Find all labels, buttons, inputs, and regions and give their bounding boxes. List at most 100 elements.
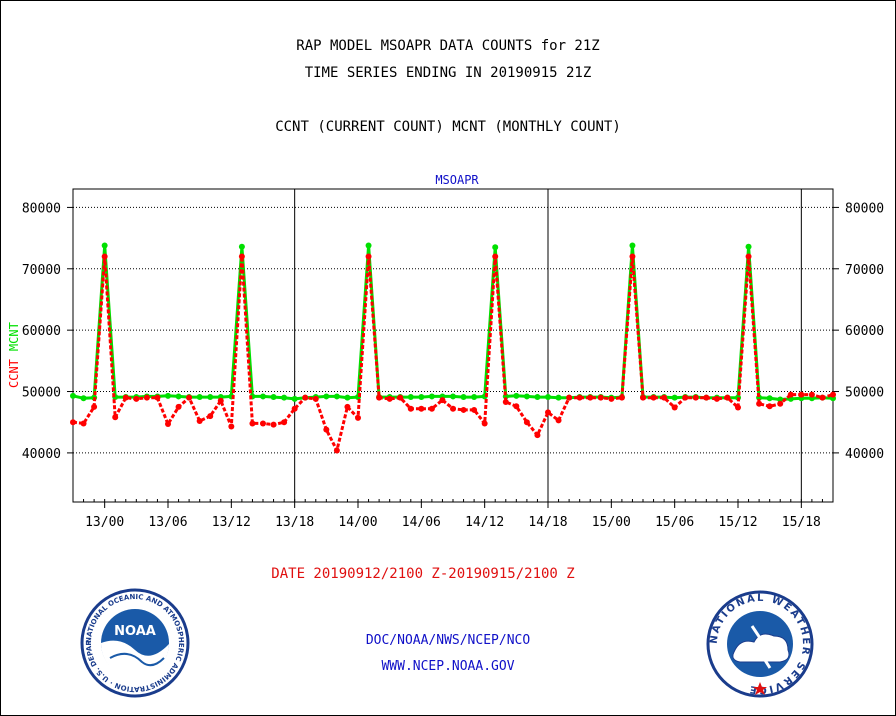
- data-point-ccnt: [534, 432, 541, 439]
- y-tick-label-left: 80000: [22, 201, 61, 216]
- data-point-mcnt: [555, 394, 562, 401]
- data-point-mcnt: [523, 393, 530, 400]
- data-point-ccnt: [608, 395, 615, 402]
- data-point-ccnt: [830, 391, 836, 398]
- data-point-ccnt: [545, 409, 551, 416]
- data-point-mcnt: [460, 394, 467, 401]
- data-point-mcnt: [196, 394, 203, 401]
- data-point-ccnt: [428, 405, 435, 412]
- data-point-mcnt: [745, 243, 752, 250]
- y-tick-label-right: 40000: [845, 447, 884, 462]
- noaa-logo-text: NOAA: [114, 624, 156, 639]
- data-point-ccnt: [228, 423, 235, 430]
- data-point-ccnt: [766, 403, 773, 410]
- data-point-ccnt: [650, 394, 657, 401]
- data-point-ccnt: [133, 395, 140, 402]
- data-point-mcnt: [344, 394, 351, 401]
- data-point-ccnt: [777, 400, 784, 407]
- data-point-mcnt: [534, 394, 541, 401]
- chart-title-line3: CCNT (CURRENT COUNT) MCNT (MONTHLY COUNT…: [275, 119, 621, 135]
- nws-logo: NATIONAL WEATHER SERVICE: [706, 590, 814, 698]
- data-point-ccnt: [407, 405, 414, 412]
- data-point-ccnt: [576, 394, 583, 401]
- data-point-ccnt: [808, 391, 815, 398]
- data-point-ccnt: [682, 394, 689, 401]
- data-point-ccnt: [281, 419, 288, 426]
- y-axis-label-mcnt: MCNT: [7, 322, 21, 351]
- x-tick-label: 14/06: [402, 515, 441, 530]
- y-tick-label-right: 50000: [845, 386, 884, 401]
- data-point-ccnt: [112, 414, 119, 421]
- data-point-mcnt: [270, 394, 277, 401]
- data-point-mcnt: [450, 393, 456, 400]
- data-point-ccnt: [355, 414, 361, 421]
- data-point-mcnt: [365, 242, 372, 249]
- x-tick-label: 15/06: [655, 515, 694, 530]
- data-point-ccnt: [450, 405, 456, 412]
- x-tick-label: 14/18: [528, 515, 567, 530]
- data-point-ccnt: [798, 391, 805, 398]
- data-point-mcnt: [418, 394, 425, 401]
- org-path-text: DOC/NOAA/NWS/NCEP/NCO: [365, 633, 531, 648]
- data-point-ccnt: [502, 398, 509, 405]
- data-point-ccnt: [270, 421, 277, 428]
- x-tick-label: 13/18: [275, 515, 314, 530]
- data-point-ccnt: [692, 394, 699, 401]
- data-point-ccnt: [143, 394, 150, 401]
- data-point-ccnt: [333, 447, 340, 454]
- data-point-mcnt: [545, 394, 551, 401]
- data-point-mcnt: [207, 394, 214, 401]
- data-point-ccnt: [735, 404, 741, 411]
- y-tick-label-right: 60000: [845, 324, 884, 339]
- x-tick-label: 15/18: [782, 515, 821, 530]
- data-point-ccnt: [291, 405, 298, 412]
- data-point-ccnt: [640, 394, 646, 401]
- data-point-ccnt: [523, 419, 530, 426]
- date-range-label: DATE 20190912/2100 Z-20190915/2100 Z: [271, 566, 575, 582]
- data-point-ccnt: [238, 253, 245, 260]
- data-point-ccnt: [101, 253, 108, 260]
- data-point-mcnt: [80, 395, 87, 402]
- chart-panel-title: MSOAPR: [435, 173, 479, 187]
- data-point-ccnt: [819, 394, 826, 401]
- data-point-mcnt: [513, 392, 520, 399]
- x-tick-label: 15/12: [718, 515, 757, 530]
- data-point-ccnt: [597, 394, 604, 401]
- data-point-mcnt: [260, 393, 266, 400]
- data-point-mcnt: [165, 392, 171, 399]
- data-point-mcnt: [70, 392, 76, 399]
- website-link[interactable]: WWW.NCEP.NOAA.GOV: [381, 659, 515, 674]
- data-point-ccnt: [122, 394, 129, 401]
- data-point-mcnt: [407, 394, 414, 401]
- y-tick-label-left: 50000: [22, 386, 61, 401]
- x-tick-label: 13/06: [148, 515, 187, 530]
- data-point-ccnt: [344, 403, 351, 410]
- data-point-mcnt: [777, 396, 784, 403]
- data-point-ccnt: [587, 394, 594, 401]
- data-point-ccnt: [376, 394, 383, 401]
- data-point-ccnt: [439, 397, 446, 404]
- data-point-ccnt: [661, 394, 668, 401]
- x-tick-label: 13/12: [212, 515, 251, 530]
- data-point-ccnt: [471, 406, 478, 413]
- plot-area-frame: [72, 188, 834, 503]
- data-point-mcnt: [629, 242, 636, 249]
- data-point-ccnt: [80, 420, 87, 427]
- data-point-mcnt: [101, 242, 108, 249]
- x-tick-label: 14/00: [338, 515, 377, 530]
- y-tick-label-right: 80000: [845, 201, 884, 216]
- data-point-mcnt: [766, 395, 773, 402]
- data-point-ccnt: [397, 394, 404, 401]
- data-point-ccnt: [671, 404, 678, 411]
- data-point-ccnt: [629, 253, 636, 260]
- data-point-ccnt: [555, 417, 562, 424]
- data-point-ccnt: [154, 394, 161, 401]
- x-tick-label: 15/00: [592, 515, 631, 530]
- data-point-ccnt: [365, 253, 372, 260]
- data-point-ccnt: [260, 420, 266, 427]
- data-point-ccnt: [724, 394, 731, 401]
- series-line-ccnt: [72, 255, 834, 452]
- data-point-mcnt: [281, 394, 288, 401]
- data-point-ccnt: [492, 253, 499, 260]
